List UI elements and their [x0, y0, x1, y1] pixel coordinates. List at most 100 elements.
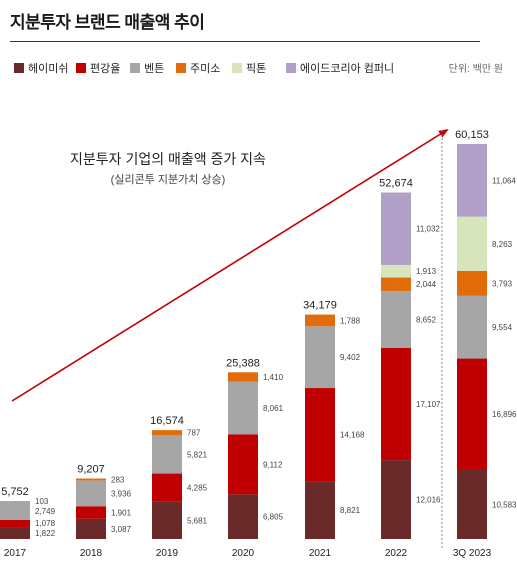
x-tick-label: 2017: [4, 548, 27, 559]
data-label: 3,087: [111, 525, 132, 534]
x-tick-label: 2022: [385, 548, 408, 559]
bar-segment: [0, 501, 30, 520]
x-tick-label: 2020: [232, 548, 255, 559]
bar-segment: [381, 264, 411, 278]
data-label: 3,936: [111, 489, 132, 498]
data-label: 1,901: [111, 508, 132, 517]
legend-swatch: [232, 63, 242, 73]
legend-label: 픽톤: [246, 63, 267, 75]
x-tick-label: 3Q 2023: [453, 548, 492, 559]
data-label: 10,583: [492, 500, 517, 509]
bar-segment: [228, 381, 258, 435]
data-label: 6,805: [263, 513, 284, 522]
bar-segment: [305, 314, 335, 327]
bar-segment: [457, 469, 487, 539]
legend-swatch: [176, 63, 186, 73]
x-tick-label: 2019: [156, 548, 179, 559]
total-label: 5,752: [1, 486, 29, 498]
bar-segment: [228, 372, 258, 382]
total-label: 34,179: [303, 300, 337, 312]
data-label: 14,168: [340, 431, 365, 440]
total-label: 16,574: [150, 415, 184, 427]
bar-segment: [381, 290, 411, 348]
data-label: 5,681: [187, 516, 208, 525]
legend-swatch: [130, 63, 140, 73]
bar-segment: [152, 501, 182, 539]
bar-segment: [0, 527, 30, 539]
bar-segment: [152, 435, 182, 474]
annotation-main: 지분투자 기업의 매출액 증가 지속: [70, 151, 266, 167]
data-label: 17,107: [416, 400, 441, 409]
title-divider: [10, 41, 480, 42]
legend-item: 주미소: [176, 60, 220, 76]
legend-label: 편강율: [90, 63, 121, 75]
data-label: 283: [111, 475, 125, 484]
data-label: 1,078: [35, 519, 56, 528]
bar-segment: [76, 478, 106, 481]
legend-swatch: [286, 63, 296, 73]
bar-segment: [152, 473, 182, 502]
bar-segment: [381, 460, 411, 539]
legend-item: 편강율: [76, 60, 120, 76]
bar-segment: [152, 430, 182, 436]
legend-item: 에이드코리아 컴퍼니: [286, 60, 394, 76]
bar-segment: [457, 270, 487, 296]
data-label: 9,402: [340, 353, 361, 362]
total-label: 9,207: [77, 464, 105, 476]
bar-segment: [457, 144, 487, 217]
data-label: 1,788: [340, 316, 361, 325]
data-label: 1,822: [35, 529, 56, 538]
data-label: 2,044: [416, 280, 437, 289]
total-label: 25,388: [226, 357, 260, 369]
data-label: 8,061: [263, 404, 284, 413]
data-label: 1,913: [416, 267, 437, 276]
x-tick-label: 2018: [80, 548, 103, 559]
data-label: 2,749: [35, 507, 56, 516]
x-tick-label: 2021: [309, 548, 332, 559]
bar-segment: [228, 434, 258, 495]
bar-segment: [381, 347, 411, 461]
data-label: 3,793: [492, 279, 513, 288]
bar-segment: [76, 480, 106, 507]
data-label: 11,064: [492, 176, 516, 185]
bar-segment: [228, 494, 258, 539]
bar-segment: [305, 481, 335, 539]
legend-item: 헤이미쉬: [14, 60, 68, 76]
bar-segment: [0, 519, 30, 528]
bar-segment: [381, 192, 411, 265]
bar-segment: [457, 358, 487, 470]
bar-segment: [457, 295, 487, 359]
bar-segment: [381, 277, 411, 291]
data-label: 8,263: [492, 240, 513, 249]
legend-item: 벤튼: [130, 60, 164, 76]
data-label: 16,896: [492, 410, 517, 419]
data-label: 4,285: [187, 484, 208, 493]
legend-swatch: [76, 63, 86, 73]
data-label: 5,821: [187, 450, 208, 459]
data-label: 1,410: [263, 373, 284, 382]
legend-label: 주미소: [190, 63, 221, 75]
bar-segment: [0, 501, 30, 502]
total-label: 60,153: [455, 129, 489, 141]
legend-swatch: [14, 63, 24, 73]
legend-item: 픽톤: [232, 60, 266, 76]
data-label: 9,554: [492, 323, 513, 332]
data-label: 11,032: [416, 225, 440, 234]
bar-segment: [76, 518, 106, 539]
bar-segment: [305, 326, 335, 389]
legend-label: 에이드코리아 컴퍼니: [300, 63, 395, 75]
data-label: 12,016: [416, 496, 441, 505]
legend-label: 헤이미쉬: [28, 63, 69, 75]
data-label: 9,112: [263, 460, 283, 469]
bar-segment: [457, 216, 487, 271]
legend-label: 벤튼: [144, 63, 165, 75]
total-label: 52,674: [379, 178, 413, 190]
annotation-sub: (실리콘투 지분가치 상승): [111, 173, 226, 186]
unit-label: 단위: 백만 원: [448, 64, 503, 75]
trend-arrow: [11, 128, 449, 402]
bar-segment: [76, 506, 106, 519]
data-label: 8,821: [340, 506, 361, 515]
data-label: 103: [35, 497, 49, 506]
chart-title: 지분투자 브랜드 매출액 추이: [10, 13, 205, 32]
